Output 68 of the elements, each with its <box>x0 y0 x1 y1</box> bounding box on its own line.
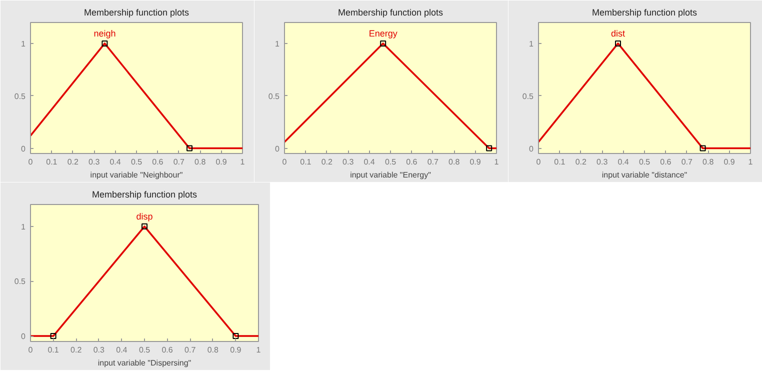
x-tick-label: 0.3 <box>93 346 106 354</box>
y-tick-label: 0.5 <box>268 92 280 101</box>
x-tick-label: 0.1 <box>554 158 566 166</box>
x-tick-label: 0.9 <box>724 158 736 166</box>
x-tick-label: 0.9 <box>230 346 242 354</box>
x-tick-label: 0.6 <box>162 346 174 354</box>
y-tick-label: 1 <box>275 39 280 48</box>
x-axis-title: input variable "Dispersing" <box>98 358 192 368</box>
annotation: neigh <box>94 28 116 38</box>
x-tick-label: 0.1 <box>46 158 58 166</box>
x-tick-label: 0.1 <box>300 158 312 166</box>
x-tick-label: 0.7 <box>184 346 196 354</box>
x-tick-label: 0.2 <box>321 158 334 166</box>
x-tick-label: 0.4 <box>116 346 128 354</box>
y-tick-label: 0.5 <box>522 92 534 101</box>
x-tick-label: 0.2 <box>70 346 82 354</box>
chart-title: Membership function plots <box>592 8 698 18</box>
x-tick-label: 0.4 <box>364 158 376 166</box>
x-tick-label: 0.2 <box>67 158 80 166</box>
x-tick-label: 0.5 <box>138 346 151 354</box>
x-tick-label: 0 <box>28 158 34 166</box>
x-tick-label: 0.3 <box>342 158 354 166</box>
x-tick-label: 0 <box>536 158 542 166</box>
x-tick-label: 0.6 <box>406 158 418 166</box>
x-axis-title: input variable "Energy" <box>350 170 432 180</box>
y-tick-label: 1 <box>529 39 534 48</box>
x-tick-label: 0.9 <box>470 158 482 166</box>
x-tick-label: 0 <box>28 346 34 354</box>
y-tick-label: 0 <box>21 144 26 154</box>
x-tick-label: 1 <box>494 158 500 166</box>
x-tick-label: 0.8 <box>194 158 206 166</box>
x-tick-label: 0.7 <box>427 158 440 166</box>
x-tick-label: 0.3 <box>596 158 608 166</box>
x-axis-title: input variable "distance" <box>602 170 688 180</box>
y-tick-label: 0.5 <box>14 92 26 101</box>
x-tick-label: 0.7 <box>173 158 186 166</box>
x-tick-label: 0.4 <box>618 158 630 166</box>
x-tick-label: 0.8 <box>207 346 220 354</box>
chart-title: Membership function plots <box>92 190 198 200</box>
chart-title: Membership function plots <box>338 8 444 18</box>
y-tick-label: 0 <box>529 144 534 154</box>
y-tick-label: 1 <box>21 39 26 48</box>
x-tick-label: 0.9 <box>216 158 228 166</box>
annotation: disp <box>136 211 153 222</box>
x-tick-label: 0.1 <box>48 346 60 354</box>
y-tick-label: 1 <box>21 222 26 232</box>
x-tick-label: 0.3 <box>88 158 100 166</box>
x-tick-label: 1 <box>240 158 246 166</box>
x-axis-title: input variable "Neighbour" <box>90 170 183 180</box>
x-tick-label: 1 <box>748 158 754 166</box>
x-tick-label: 1 <box>256 346 262 354</box>
y-tick-label: 0 <box>275 144 280 154</box>
y-tick-label: 0 <box>21 332 26 342</box>
x-tick-label: 0.6 <box>152 158 164 166</box>
y-tick-label: 0.5 <box>14 277 26 286</box>
annotation: dist <box>610 28 626 38</box>
x-tick-label: 0.5 <box>130 158 143 166</box>
x-tick-label: 0.7 <box>681 158 694 166</box>
x-tick-label: 0.2 <box>575 158 588 166</box>
chart-title: Membership function plots <box>84 8 190 18</box>
x-tick-label: 0.4 <box>110 158 122 166</box>
x-tick-label: 0 <box>282 158 288 166</box>
x-tick-label: 0.8 <box>702 158 714 166</box>
x-tick-label: 0.5 <box>384 158 397 166</box>
x-tick-label: 0.6 <box>660 158 672 166</box>
annotation: Energy <box>368 28 398 38</box>
x-tick-label: 0.8 <box>448 158 460 166</box>
x-tick-label: 0.5 <box>638 158 651 166</box>
